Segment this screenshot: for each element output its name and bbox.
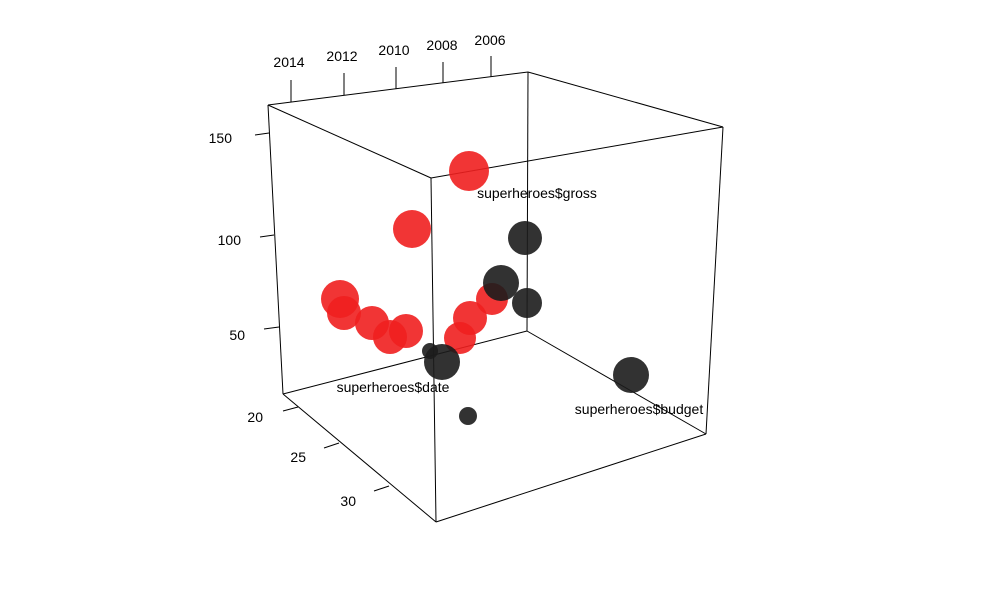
box-edge (705, 126, 724, 435)
tick-mark (373, 485, 390, 492)
tick-label: 2010 (378, 42, 409, 58)
tick-label: 2014 (273, 54, 304, 70)
black-point (459, 407, 477, 425)
date-tick-labels: 2014 2012 2010 2008 2006 (273, 32, 505, 70)
points-layer (321, 151, 649, 425)
tick-mark (254, 132, 270, 136)
black-point (613, 357, 649, 393)
axis-labels: superheroes$gross superheroes$date super… (337, 185, 704, 417)
red-point (444, 322, 476, 354)
gross-tick-labels: 150 100 50 (209, 130, 246, 343)
budget-ticks (282, 406, 390, 492)
budget-tick-labels: 20 25 30 (247, 409, 356, 509)
tick-mark (282, 406, 299, 412)
tick-label: 100 (218, 232, 242, 248)
black-point (422, 343, 438, 359)
red-point (327, 296, 361, 330)
box-edge (267, 104, 284, 395)
box-edge (435, 433, 707, 523)
date-axis-label: superheroes$date (337, 379, 450, 395)
tick-label: 30 (340, 493, 356, 509)
black-point (483, 265, 519, 301)
black-point (512, 288, 542, 318)
tick-label: 50 (229, 327, 245, 343)
tick-mark (259, 234, 275, 238)
plot-box (267, 71, 724, 523)
red-point (393, 210, 431, 248)
box-edge (527, 71, 724, 128)
tick-label: 150 (209, 130, 233, 146)
tick-label: 20 (247, 409, 263, 425)
tick-label: 2006 (474, 32, 505, 48)
date-ticks (290, 56, 492, 102)
tick-label: 2008 (426, 37, 457, 53)
budget-axis-label: superheroes$budget (575, 401, 704, 417)
box-edge (282, 393, 437, 523)
box-edge (267, 104, 432, 179)
tick-mark (263, 326, 280, 330)
box-edge (282, 330, 528, 395)
black-point (508, 221, 542, 255)
red-point (449, 151, 489, 191)
box-edge (267, 71, 529, 106)
red-point (373, 320, 407, 354)
gross-ticks (254, 132, 280, 330)
tick-mark (323, 442, 340, 449)
box-edge (526, 71, 529, 332)
gross-axis-label: superheroes$gross (477, 185, 597, 201)
tick-label: 25 (290, 449, 306, 465)
tick-label: 2012 (326, 48, 357, 64)
